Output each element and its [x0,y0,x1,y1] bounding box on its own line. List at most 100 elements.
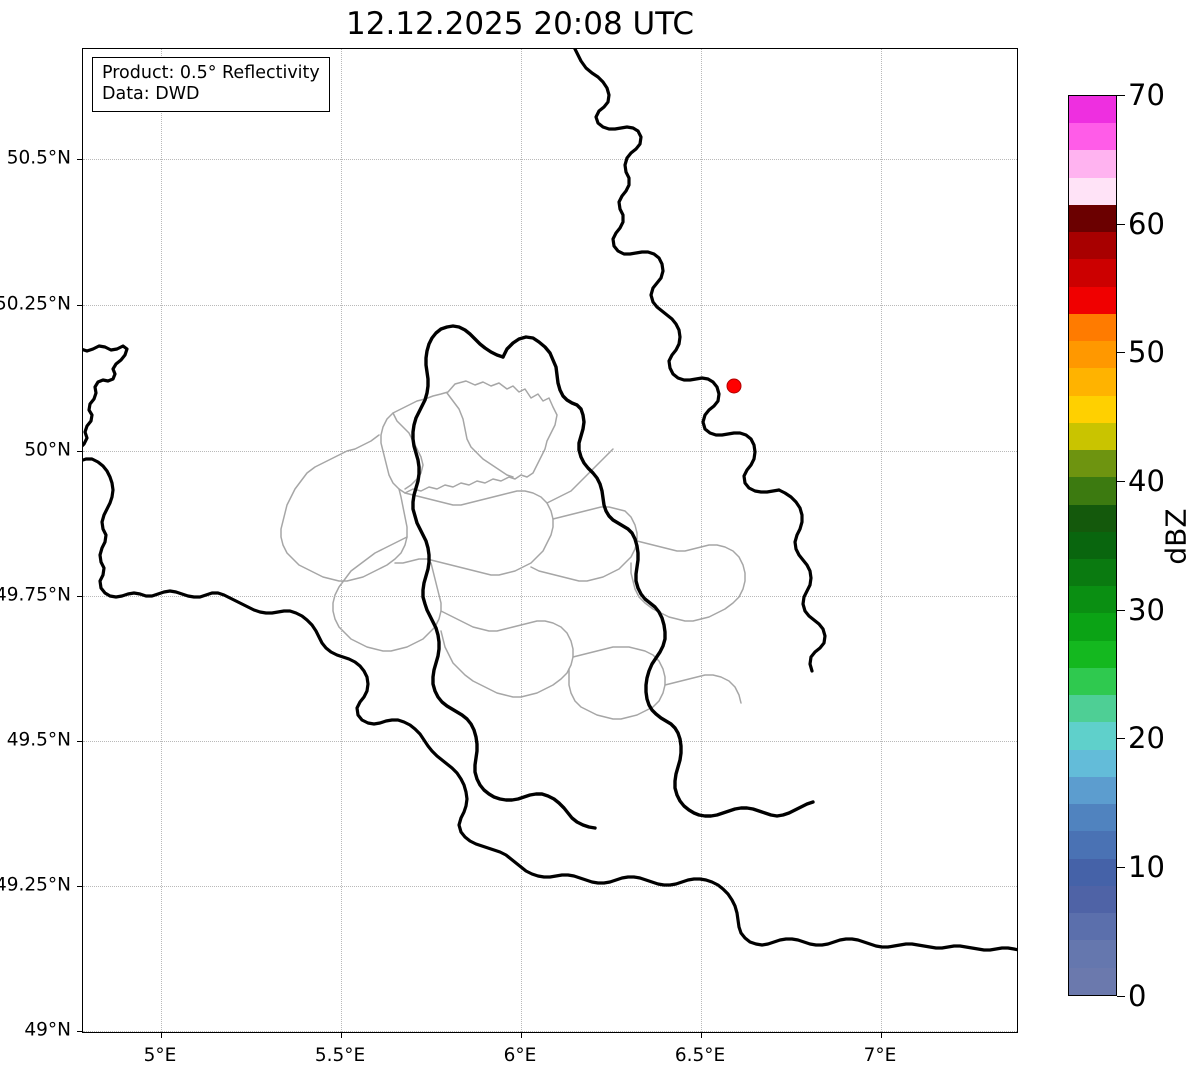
colorbar-band [1069,450,1116,478]
colorbar-band [1069,831,1116,859]
cbtick-label-40: 40 [1128,464,1165,498]
colorbar-band [1069,804,1116,832]
ytickmark-49-5 [77,741,83,742]
ytickmark-49-75 [77,596,83,597]
lux-hint [163,49,715,819]
colorbar-band [1069,232,1116,260]
xtickmark-6 [521,1032,522,1038]
product-info-box: Product: 0.5° Reflectivity Data: DWD [92,57,330,112]
border-germany-north [573,49,781,494]
ytick-label-49-75: 49.75°N [0,584,71,606]
ytickmark-49-25 [77,886,83,887]
colorbar-band [1069,286,1116,314]
border-belgium-northwest [83,344,129,448]
cbtick-label-0: 0 [1128,979,1147,1013]
gridline-lon-5 [161,49,162,1032]
map-plot-area[interactable] [77,48,1018,1038]
cbtickmark-70 [1117,95,1125,96]
gridline-lon-5-5 [341,49,342,1032]
colorbar-band [1069,259,1116,287]
radar-site-marker[interactable] [726,378,742,394]
cbtick-label-50: 50 [1128,335,1165,369]
colorbar[interactable] [1068,95,1117,996]
gridline-lon-7 [881,49,882,1032]
ytickmark-50 [77,451,83,452]
border-france-luxembourg-germany [501,335,815,818]
colorbar-band [1069,422,1116,451]
colorbar-band [1069,586,1116,614]
colorbar-band [1069,341,1116,369]
xtick-label-6: 6°E [503,1045,537,1066]
xtickmark-5 [161,1032,162,1038]
xtick-label-5-5: 5.5°E [314,1045,366,1066]
gridline-lat-49-5 [83,741,1017,742]
page-title: 12.12.2025 20:08 UTC [346,6,694,42]
colorbar-band [1069,368,1116,396]
colorbar-band [1069,967,1116,995]
ytick-label-49-25: 49.25°N [0,874,71,896]
gridline-lon-6 [521,49,522,1032]
xtickmark-7 [881,1032,882,1038]
colorbar-band [1069,858,1116,886]
colorbar-band [1069,395,1116,423]
ytickmark-50-25 [77,305,83,306]
colorbar-band [1069,667,1116,696]
colorbar-band [1069,531,1116,559]
colorbar-unit-text: dBZ [1159,508,1193,565]
border-germany-east-tail [777,488,827,673]
colorbar-band [1069,913,1116,941]
colorbar-band [1069,477,1116,505]
colorbar-band [1069,204,1116,233]
colorbar-band [1069,940,1116,968]
ytickmark-49 [77,1031,83,1032]
border-belgium-france-south [83,457,1017,952]
cbtickmark-20 [1117,738,1125,739]
gridline-lat-50-5 [83,159,1017,160]
colorbar-band [1069,885,1116,914]
colorbar-band [1069,695,1116,723]
gridline-lon-6-5 [701,49,702,1032]
cbtick-label-70: 70 [1128,78,1165,112]
xtickmark-6-5 [701,1032,702,1038]
ytick-label-50-5: 50.5°N [6,147,71,169]
border-belgium-luxembourg [411,324,597,830]
xtick-label-7: 7°E [863,1045,897,1066]
gridline-lat-49-25 [83,886,1017,887]
ytick-label-49-5: 49.5°N [6,729,71,751]
map-borders-layer [83,49,1017,952]
colorbar-band [1069,504,1116,532]
colorbar-band [1069,150,1116,178]
cbtick-label-30: 30 [1128,593,1165,627]
colorbar-band [1069,558,1116,587]
ytick-label-50-25: 50.25°N [0,293,71,315]
data-source-line: Data: DWD [102,84,200,104]
map-canvas [83,49,1017,1032]
colorbar-axis-label: dBZ [1158,0,1198,1081]
xtick-label-6-5: 6.5°E [674,1045,726,1066]
gridline-lat-50 [83,451,1017,452]
ytick-label-50: 50°N [24,439,71,461]
cbtickmark-50 [1117,352,1125,353]
colorbar-band [1069,640,1116,668]
colorbar-band [1069,177,1116,205]
colorbar-band [1069,123,1116,151]
cbtickmark-0 [1117,996,1125,997]
colorbar-band [1069,749,1116,777]
colorbar-band [1069,96,1116,124]
colorbar-band [1069,613,1116,641]
cbtickmark-60 [1117,224,1125,225]
xtick-label-5: 5°E [143,1045,177,1066]
ytickmark-50-5 [77,159,83,160]
cbtick-label-10: 10 [1128,850,1165,884]
colorbar-band [1069,722,1116,750]
cbtick-label-20: 20 [1128,721,1165,755]
ytick-label-49: 49°N [24,1019,71,1041]
product-line: Product: 0.5° Reflectivity [102,63,320,83]
colorbar-ticks: 70 60 50 40 30 20 10 0 [1117,78,1197,1013]
gridline-lat-50-25 [83,305,1017,306]
cbtick-label-60: 60 [1128,207,1165,241]
cbtickmark-40 [1117,481,1125,482]
colorbar-band [1069,313,1116,342]
gridline-lat-49-75 [83,596,1017,597]
